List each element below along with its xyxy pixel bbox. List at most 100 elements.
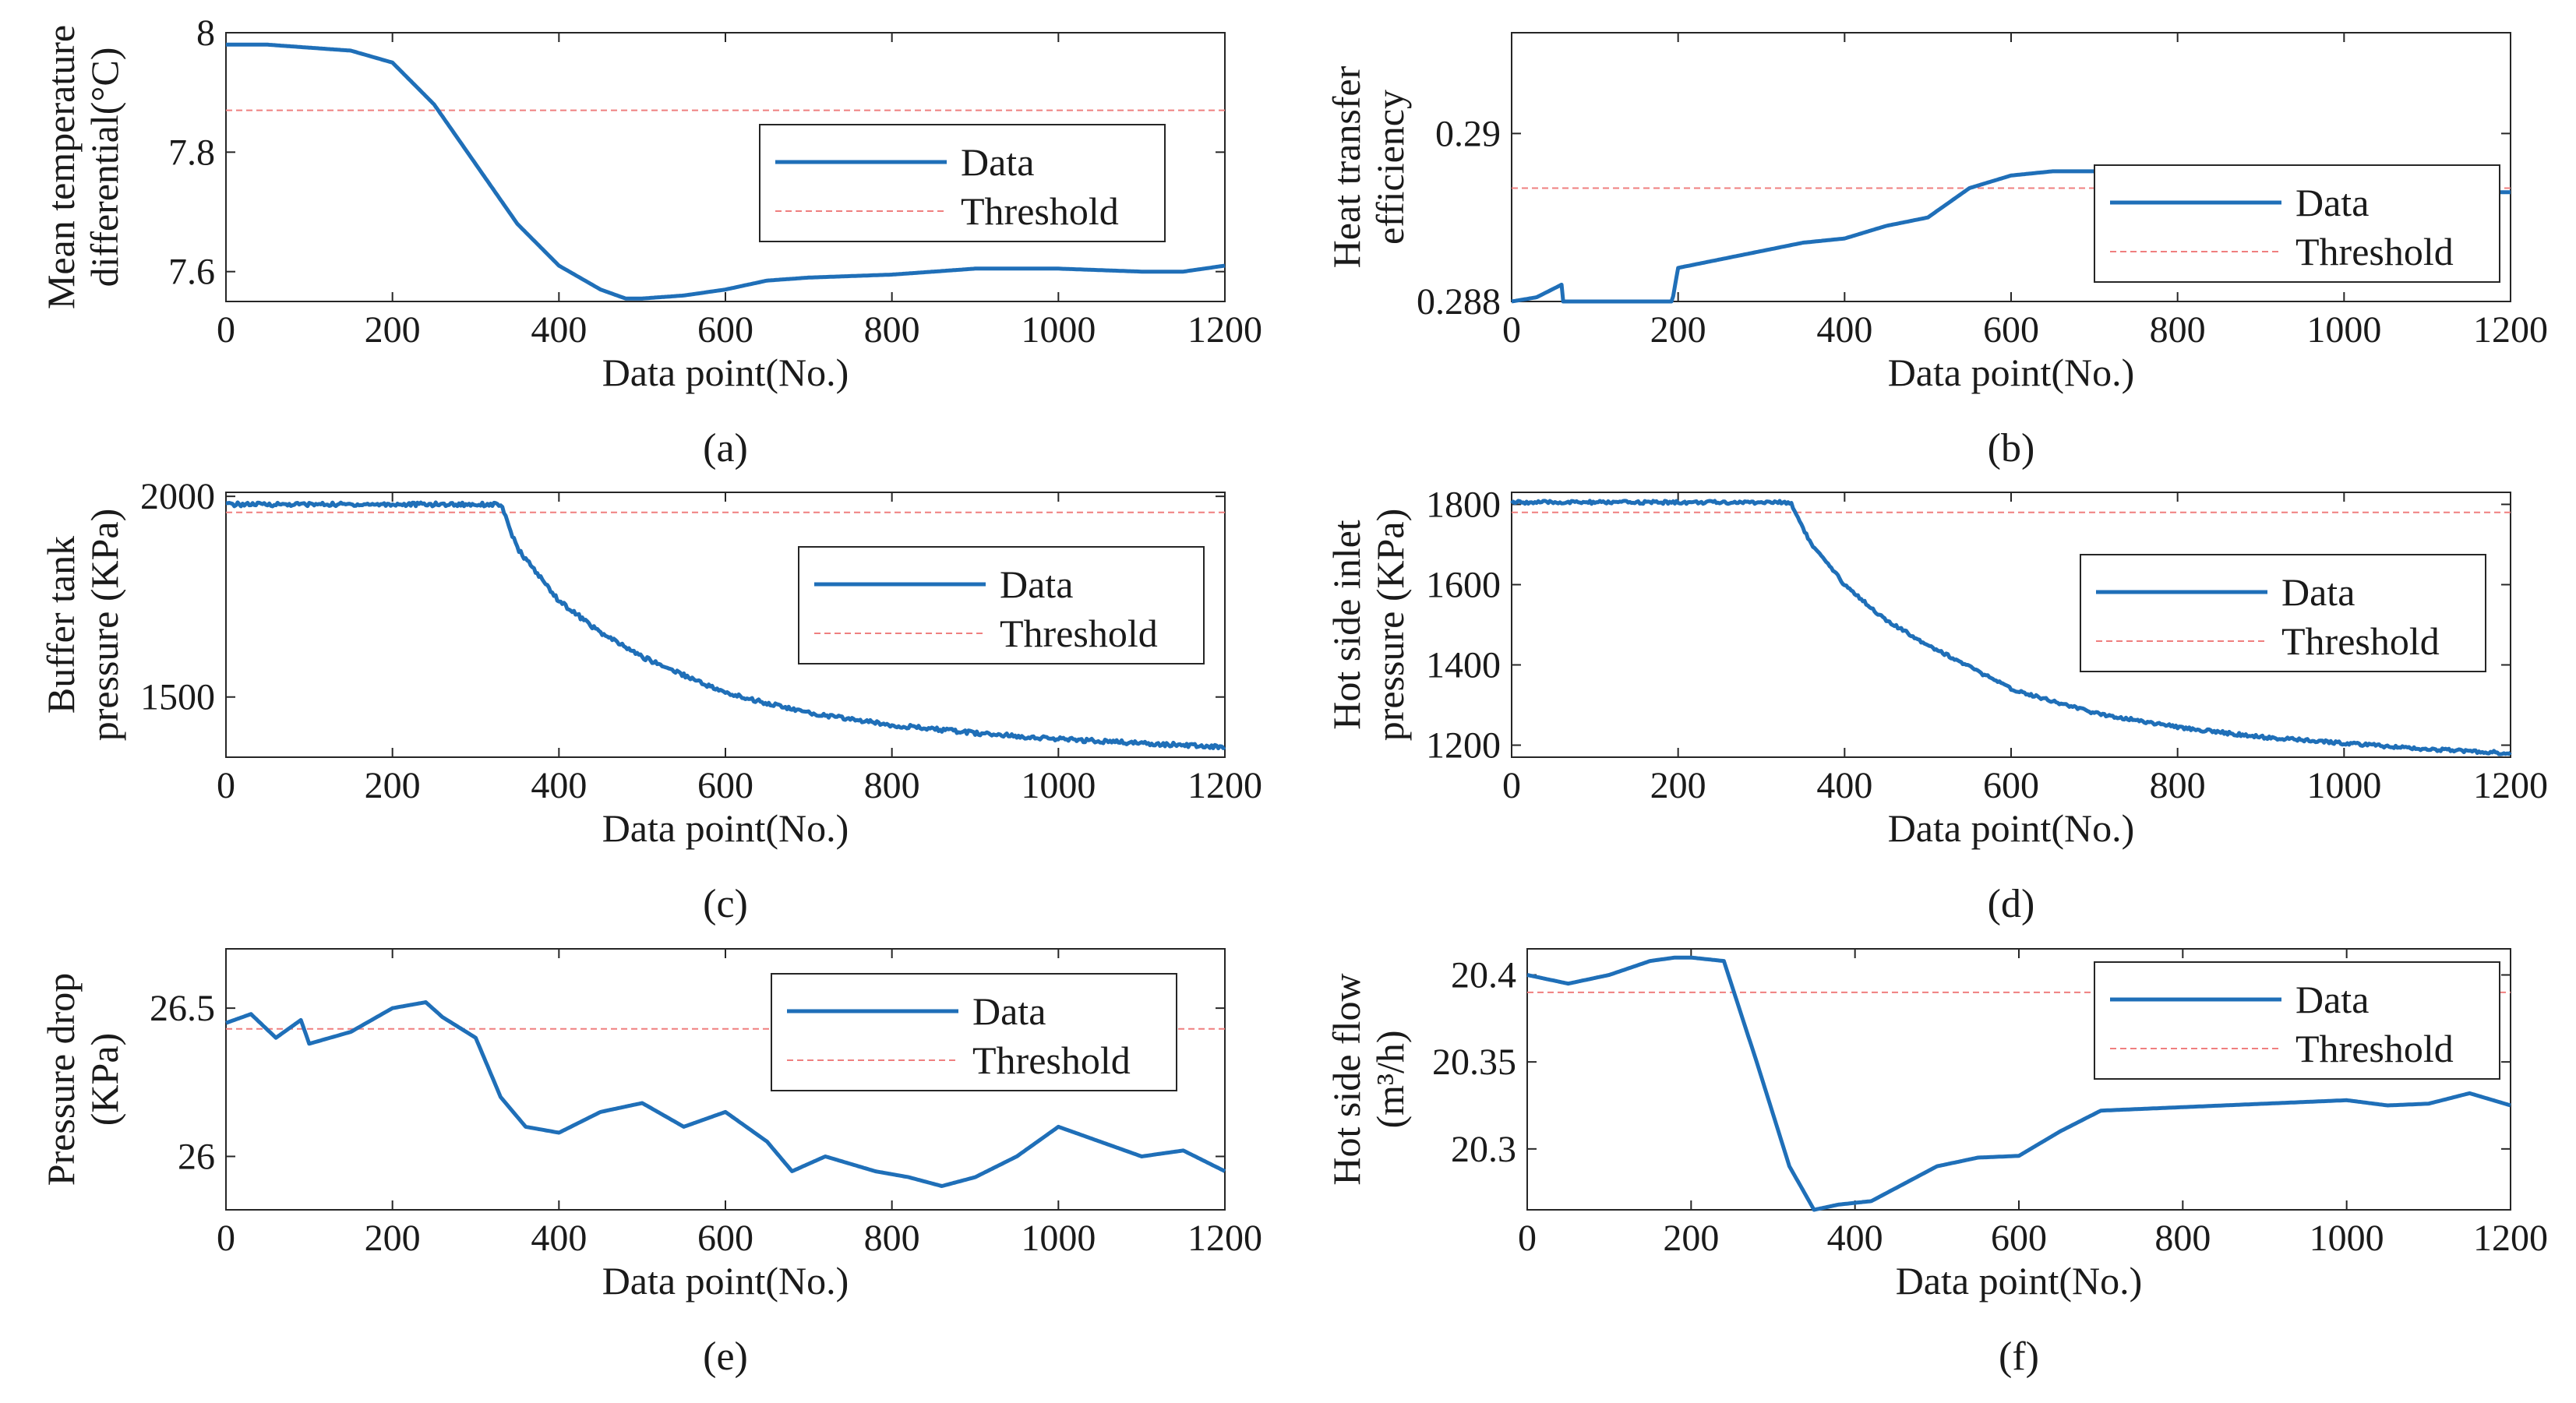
- legend-data-label: Data: [972, 989, 1046, 1033]
- y-axis-title-line-1: Mean temperature: [39, 25, 83, 309]
- data-series-line: [1510, 499, 2512, 756]
- legend: Data Threshold: [798, 546, 1205, 664]
- x-tick-label: 0: [217, 309, 235, 351]
- chart-panel-c: 0 200 400 600 800 1000 1200 1500 2000 Data point(…: [39, 476, 1262, 926]
- x-axis-title: Data point(No.): [1896, 1259, 2143, 1303]
- y-axis-title-line-2: differential(°C): [83, 48, 126, 287]
- chart-panel-b: 0 200 400 600 800 1000 1200 0.288 0.29 Data point…: [1325, 32, 2548, 471]
- legend-data-label: Data: [2281, 570, 2355, 614]
- data-series-line: [225, 500, 1226, 751]
- y-axis-title-line-1: Buffer tank: [39, 536, 83, 714]
- x-tick-label: 0: [1502, 309, 1521, 351]
- x-tick-label: 1000: [2306, 309, 2381, 351]
- x-axis-title: Data point(No.): [602, 806, 849, 850]
- x-tick-label: 600: [697, 1218, 753, 1259]
- x-axis-title: Data point(No.): [602, 1259, 849, 1303]
- legend-box: [2094, 164, 2500, 283]
- x-tick-label: 1000: [1021, 309, 1096, 351]
- legend-data-label: Data: [961, 140, 1034, 184]
- x-tick-label: 200: [365, 765, 421, 806]
- legend-box: [798, 546, 1205, 664]
- y-tick-label: 8: [196, 12, 215, 54]
- y-tick-label: 0.288: [1417, 281, 1501, 323]
- y-axis-title-line-1: Hot side flow: [1325, 973, 1368, 1185]
- y-axis-title-line-2: (m³/h): [1368, 1030, 1412, 1128]
- y-tick-label: 20.4: [1451, 955, 1516, 996]
- legend-data-label: Data: [2295, 978, 2369, 1021]
- panel-label: (f): [1999, 1334, 2039, 1379]
- legend-box: [759, 124, 1166, 242]
- y-tick-label: 1600: [1426, 564, 1501, 605]
- legend-data-label: Data: [2295, 181, 2369, 224]
- y-axis-title-line-1: Pressure drop: [39, 973, 83, 1186]
- y-axis-title-line-2: efficiency: [1368, 90, 1412, 245]
- y-axis-title-line-2: pressure (KPa): [1368, 509, 1412, 742]
- y-tick-label: 1200: [1426, 725, 1501, 767]
- y-tick-label: 20.35: [1432, 1042, 1516, 1083]
- x-tick-label: 600: [697, 765, 753, 806]
- y-tick-label: 20.3: [1451, 1129, 1516, 1170]
- x-tick-label: 1000: [2306, 765, 2381, 806]
- legend-box: [2094, 961, 2500, 1080]
- chart-panel-a: 0 200 400 600 800 1000 1200 7.6 7.8 8 Data point(N…: [39, 12, 1262, 471]
- data-series-line: [225, 42, 1226, 301]
- x-tick-label: 0: [1518, 1218, 1537, 1259]
- data-series-line: [1526, 955, 2511, 1212]
- x-tick-label: 400: [1816, 309, 1872, 351]
- x-tick-label: 600: [1983, 765, 2039, 806]
- y-tick-label: 1800: [1426, 484, 1501, 525]
- x-tick-label: 400: [531, 765, 587, 806]
- x-axis-title: Data point(No.): [1888, 806, 2135, 850]
- x-axis-title: Data point(No.): [602, 351, 849, 394]
- legend-threshold-label: Threshold: [972, 1038, 1131, 1082]
- panel-label: (d): [1988, 882, 2035, 926]
- y-tick-label: 1500: [140, 677, 215, 718]
- x-tick-label: 1000: [1021, 765, 1096, 806]
- legend-box: [2080, 554, 2486, 672]
- x-tick-label: 200: [1650, 309, 1706, 351]
- x-tick-label: 200: [1650, 765, 1706, 806]
- legend-threshold-label: Threshold: [2295, 230, 2454, 273]
- x-tick-label: 800: [864, 1218, 920, 1259]
- y-axis-title-line-2: pressure (KPa): [83, 509, 126, 742]
- x-tick-label: 1200: [2473, 765, 2548, 806]
- legend-threshold-label: Threshold: [961, 189, 1119, 233]
- x-tick-label: 1000: [2310, 1218, 2384, 1259]
- x-axis-title: Data point(No.): [1888, 351, 2135, 394]
- y-tick-label: 7.6: [168, 252, 215, 293]
- x-tick-label: 400: [1827, 1218, 1883, 1259]
- x-tick-label: 1000: [1021, 1218, 1096, 1259]
- legend-box: [771, 973, 1177, 1091]
- legend-threshold-label: Threshold: [2281, 619, 2440, 663]
- legend: Data Threshold: [759, 124, 1166, 242]
- y-tick-label: 7.8: [168, 132, 215, 173]
- x-tick-label: 800: [864, 309, 920, 351]
- y-tick-label: 2000: [140, 476, 215, 517]
- legend-data-label: Data: [1000, 562, 1073, 606]
- y-tick-label: 26: [178, 1136, 215, 1177]
- legend: Data Threshold: [2094, 164, 2500, 283]
- x-tick-label: 800: [2150, 309, 2206, 351]
- y-axis-title-line-1: Heat transfer: [1325, 65, 1368, 268]
- x-tick-label: 800: [864, 765, 920, 806]
- x-tick-label: 600: [697, 309, 753, 351]
- x-tick-label: 0: [217, 1218, 235, 1259]
- y-axis-title-line-2: (KPa): [83, 1033, 126, 1126]
- legend-threshold-label: Threshold: [1000, 612, 1158, 655]
- x-tick-label: 800: [2154, 1218, 2211, 1259]
- legend: Data Threshold: [2080, 554, 2486, 672]
- x-tick-label: 0: [1502, 765, 1521, 806]
- x-tick-label: 1200: [1187, 309, 1262, 351]
- x-tick-label: 200: [365, 309, 421, 351]
- chart-panel-f: 0 200 400 600 800 1000 1200 20.3 20.35 20.4 Data p…: [1325, 948, 2548, 1379]
- y-tick-label: 0.29: [1435, 113, 1501, 154]
- panel-label: (b): [1988, 426, 2035, 471]
- x-tick-label: 1200: [1187, 765, 1262, 806]
- x-tick-label: 0: [217, 765, 235, 806]
- y-axis-title-line-1: Hot side inlet: [1325, 520, 1368, 730]
- panel-label: (c): [703, 882, 748, 926]
- x-tick-label: 1200: [2473, 1218, 2548, 1259]
- x-tick-label: 600: [1991, 1218, 2047, 1259]
- data-series-line: [225, 1000, 1226, 1188]
